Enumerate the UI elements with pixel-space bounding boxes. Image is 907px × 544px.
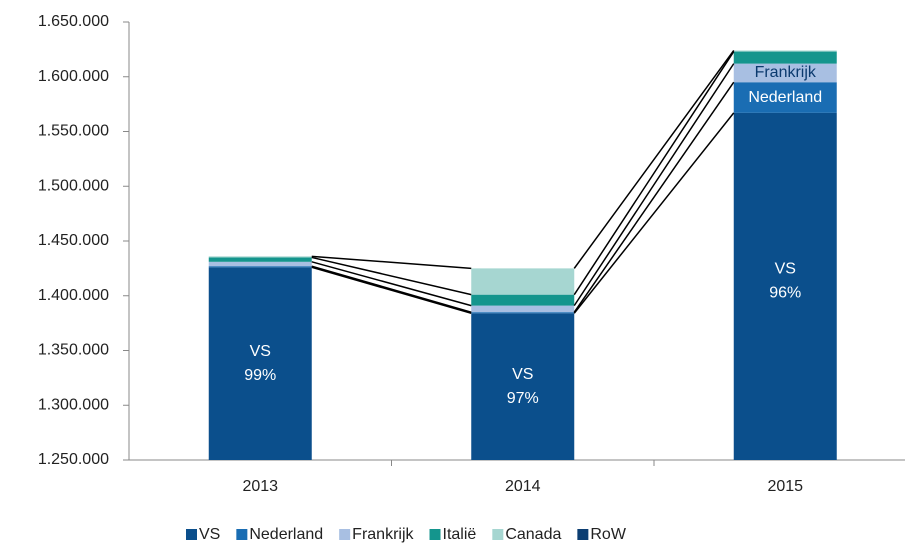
legend-label: Italië xyxy=(443,526,477,543)
legend-swatch xyxy=(492,529,504,540)
legend-label: Canada xyxy=(505,526,561,543)
connector xyxy=(311,265,472,313)
x-tick-label: 2013 xyxy=(242,478,278,495)
y-tick-label: 1.450.000 xyxy=(38,232,109,249)
bar-segment xyxy=(471,313,575,460)
connector xyxy=(573,63,735,307)
segment-label: VS xyxy=(250,343,271,360)
connector xyxy=(573,81,735,313)
connector xyxy=(311,255,472,270)
bar-segment xyxy=(208,261,312,267)
bar-segment xyxy=(733,50,837,52)
y-tick-label: 1.250.000 xyxy=(38,451,109,468)
y-tick-label: 1.550.000 xyxy=(38,123,109,140)
legend-swatch xyxy=(186,529,197,540)
connector xyxy=(311,256,472,296)
y-tick-label: 1.500.000 xyxy=(38,177,109,194)
bar-segment xyxy=(733,63,837,83)
bar-segment xyxy=(471,312,575,314)
bar-segment xyxy=(733,82,837,113)
share-label: 99% xyxy=(244,367,276,384)
connector xyxy=(573,112,735,314)
bar-segment xyxy=(208,256,312,258)
connector xyxy=(311,261,472,307)
bar-segment xyxy=(733,51,837,64)
share-label: 97% xyxy=(507,390,539,407)
bar-segment xyxy=(733,112,837,460)
legend-label: Nederland xyxy=(249,526,323,543)
y-tick-label: 1.600.000 xyxy=(38,68,109,85)
segment-label: VS xyxy=(775,261,796,278)
bar-segment xyxy=(208,257,312,262)
bar-segment xyxy=(208,267,312,460)
segment-label: Nederland xyxy=(748,89,822,106)
legend-swatch xyxy=(429,529,441,540)
connector xyxy=(573,51,735,296)
segment-label: VS xyxy=(512,366,533,383)
segment-label: Frankrijk xyxy=(755,64,817,81)
y-tick-label: 1.650.000 xyxy=(38,13,109,30)
legend-label: RoW xyxy=(590,526,626,543)
bar-segment xyxy=(471,294,575,306)
y-tick-label: 1.350.000 xyxy=(38,342,109,359)
x-tick-label: 2014 xyxy=(505,478,541,495)
x-tick-label: 2015 xyxy=(767,478,803,495)
legend-label: VS xyxy=(199,526,220,543)
legend-swatch xyxy=(339,529,351,540)
y-tick-label: 1.400.000 xyxy=(38,287,109,304)
legend-swatch xyxy=(577,529,589,540)
bar-segment xyxy=(471,268,575,295)
bar-segment xyxy=(471,305,575,313)
y-tick-label: 1.300.000 xyxy=(38,396,109,413)
legend-label: Frankrijk xyxy=(352,526,414,543)
bar-segment xyxy=(208,266,312,268)
share-label: 96% xyxy=(769,285,801,302)
connector xyxy=(573,50,735,269)
legend-swatch xyxy=(236,529,248,540)
connector xyxy=(311,266,472,314)
